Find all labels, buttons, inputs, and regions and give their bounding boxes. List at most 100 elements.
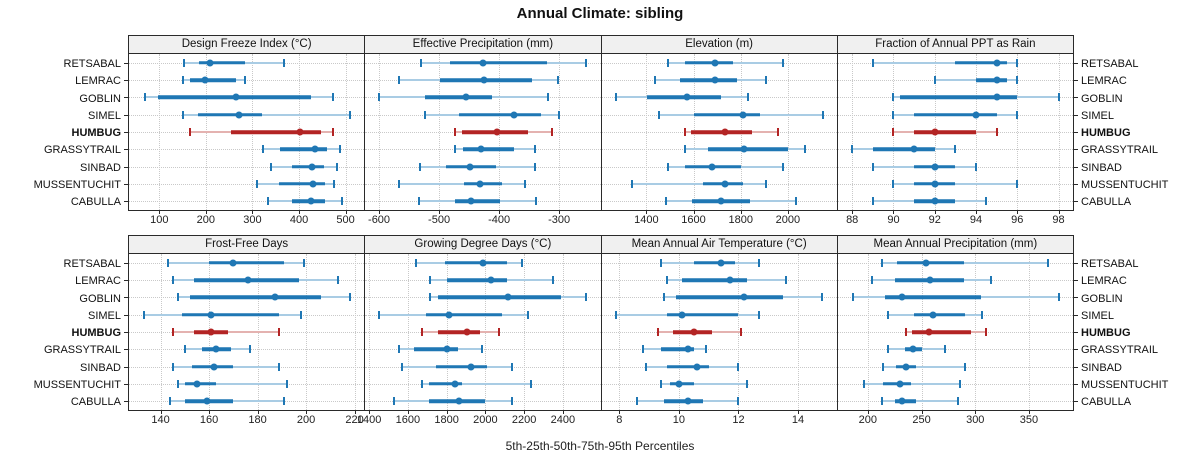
site-label-lemrac: LEMRAC: [75, 275, 121, 288]
whisker-cap: [166, 258, 169, 267]
median-dot: [740, 145, 748, 153]
whisker-cap: [332, 179, 335, 188]
median-dot: [693, 363, 701, 371]
panel-title: Mean Annual Precipitation (mm): [837, 236, 1073, 254]
row-tick-left: [124, 401, 128, 403]
interval-25-75: [428, 382, 462, 386]
axis-tick-label: 500: [336, 214, 355, 226]
interval-25-75: [424, 95, 492, 100]
whisker-cap: [737, 362, 740, 371]
gridline-horizontal: [837, 349, 1073, 351]
whisker-cap: [905, 328, 908, 336]
whisker-cap: [171, 276, 174, 284]
whisker-cap: [524, 179, 527, 188]
whisker-cap: [421, 328, 424, 336]
median-dot: [898, 397, 906, 405]
whisker-cap: [871, 162, 874, 171]
row-tick-right: [1074, 314, 1078, 316]
interval-25-75: [446, 278, 507, 282]
row-tick-right: [1074, 383, 1078, 385]
whisker-cap: [332, 93, 335, 102]
axis-tick-label: 300: [966, 414, 985, 426]
whisker-cap: [534, 145, 537, 154]
whisker-cap: [781, 58, 784, 67]
whisker-cap: [959, 379, 962, 388]
panels-row: Frost-Free Days 140 160 180 200 220 Growing De…: [124, 235, 1078, 426]
whisker-cap: [550, 128, 553, 136]
panel-title: Frost-Free Days: [129, 236, 365, 254]
axis-tick: [975, 410, 977, 414]
whisker-cap: [804, 145, 807, 154]
site-label-sinbad: SINBAD: [1081, 161, 1122, 174]
median-dot: [206, 59, 214, 67]
row-tick-left: [124, 149, 128, 151]
axis-tick-label: 2000: [473, 414, 498, 426]
median-dot: [929, 311, 937, 319]
axis-tick: [787, 210, 789, 214]
axis-tick: [369, 410, 371, 414]
median-dot: [210, 363, 218, 371]
panel-design-freeze-index-c: Design Freeze Index (°C) 100 200 300 400 500: [124, 35, 366, 226]
interval-25-75: [955, 60, 1007, 65]
whisker-cap: [339, 145, 342, 154]
interval-25-75: [444, 260, 507, 265]
panel-growing-degree-days-c: Growing Degree Days (°C) 1400 1600 1800 2000…: [357, 235, 602, 426]
axis-tick-label: 2000: [775, 214, 801, 226]
axis-tick: [693, 210, 695, 214]
whisker-cap: [378, 310, 380, 319]
row-tick-right: [1074, 280, 1078, 281]
axis-tick-label: 140: [151, 414, 170, 426]
median-dot: [726, 276, 734, 284]
interval-25-75: [679, 78, 738, 82]
interval-5-95: [183, 113, 350, 116]
median-dot: [926, 276, 934, 284]
axis-tick: [205, 210, 207, 214]
site-label-mussentuchit: MUSSENTUCHIT: [1081, 379, 1169, 392]
panel-plot: [601, 254, 837, 410]
interval-25-75: [681, 278, 748, 282]
interval-25-75: [664, 399, 703, 404]
whisker-cap: [862, 379, 865, 388]
median-dot: [898, 293, 906, 301]
whisker-cap: [765, 179, 768, 188]
site-label-retsabal: RETSABAL: [1081, 58, 1139, 70]
axis-tick-label: 92: [928, 214, 941, 226]
axis-tick: [159, 210, 161, 214]
axis-tick: [921, 410, 923, 414]
median-dot: [477, 145, 485, 153]
median-dot: [480, 76, 488, 84]
interval-25-75: [189, 78, 236, 82]
median-dot: [451, 380, 459, 388]
interval-25-75: [872, 147, 935, 152]
row-tick-right: [1074, 97, 1078, 99]
row-tick-left: [124, 314, 128, 316]
median-dot: [683, 93, 691, 101]
axis-tick: [439, 210, 441, 214]
axis-tick-label: 1400: [356, 414, 382, 426]
panel-band-bottom: RETSABAL LEMRAC GOBLIN SIMEL HUMBUG GRASSYTRA…: [0, 235, 1200, 426]
whisker-cap: [270, 162, 273, 171]
whisker-cap: [348, 110, 351, 119]
whisker-cap: [169, 397, 172, 406]
interval-25-75: [426, 312, 503, 317]
site-label-goblin: GOBLIN: [1081, 92, 1123, 105]
whisker-cap: [740, 328, 743, 336]
median-dot: [244, 276, 252, 284]
axis-tick: [160, 410, 162, 414]
row-tick-left: [124, 132, 128, 133]
chart-title: Annual Climate: sibling: [516, 5, 684, 22]
whisker-cap: [785, 276, 788, 284]
median-dot: [296, 128, 304, 136]
row-tick-right: [1074, 166, 1078, 168]
site-label-goblin: GOBLIN: [1081, 292, 1123, 305]
axis-tick: [1058, 210, 1060, 214]
whisker-cap: [737, 397, 740, 406]
median-dot: [931, 163, 939, 171]
whisker-cap: [758, 310, 761, 319]
interval-5-95: [882, 365, 965, 368]
median-dot: [207, 311, 215, 319]
axis-tick: [646, 210, 648, 214]
whisker-cap: [1016, 76, 1019, 84]
interval-25-75: [199, 60, 246, 65]
site-label-goblin: GOBLIN: [79, 92, 121, 105]
